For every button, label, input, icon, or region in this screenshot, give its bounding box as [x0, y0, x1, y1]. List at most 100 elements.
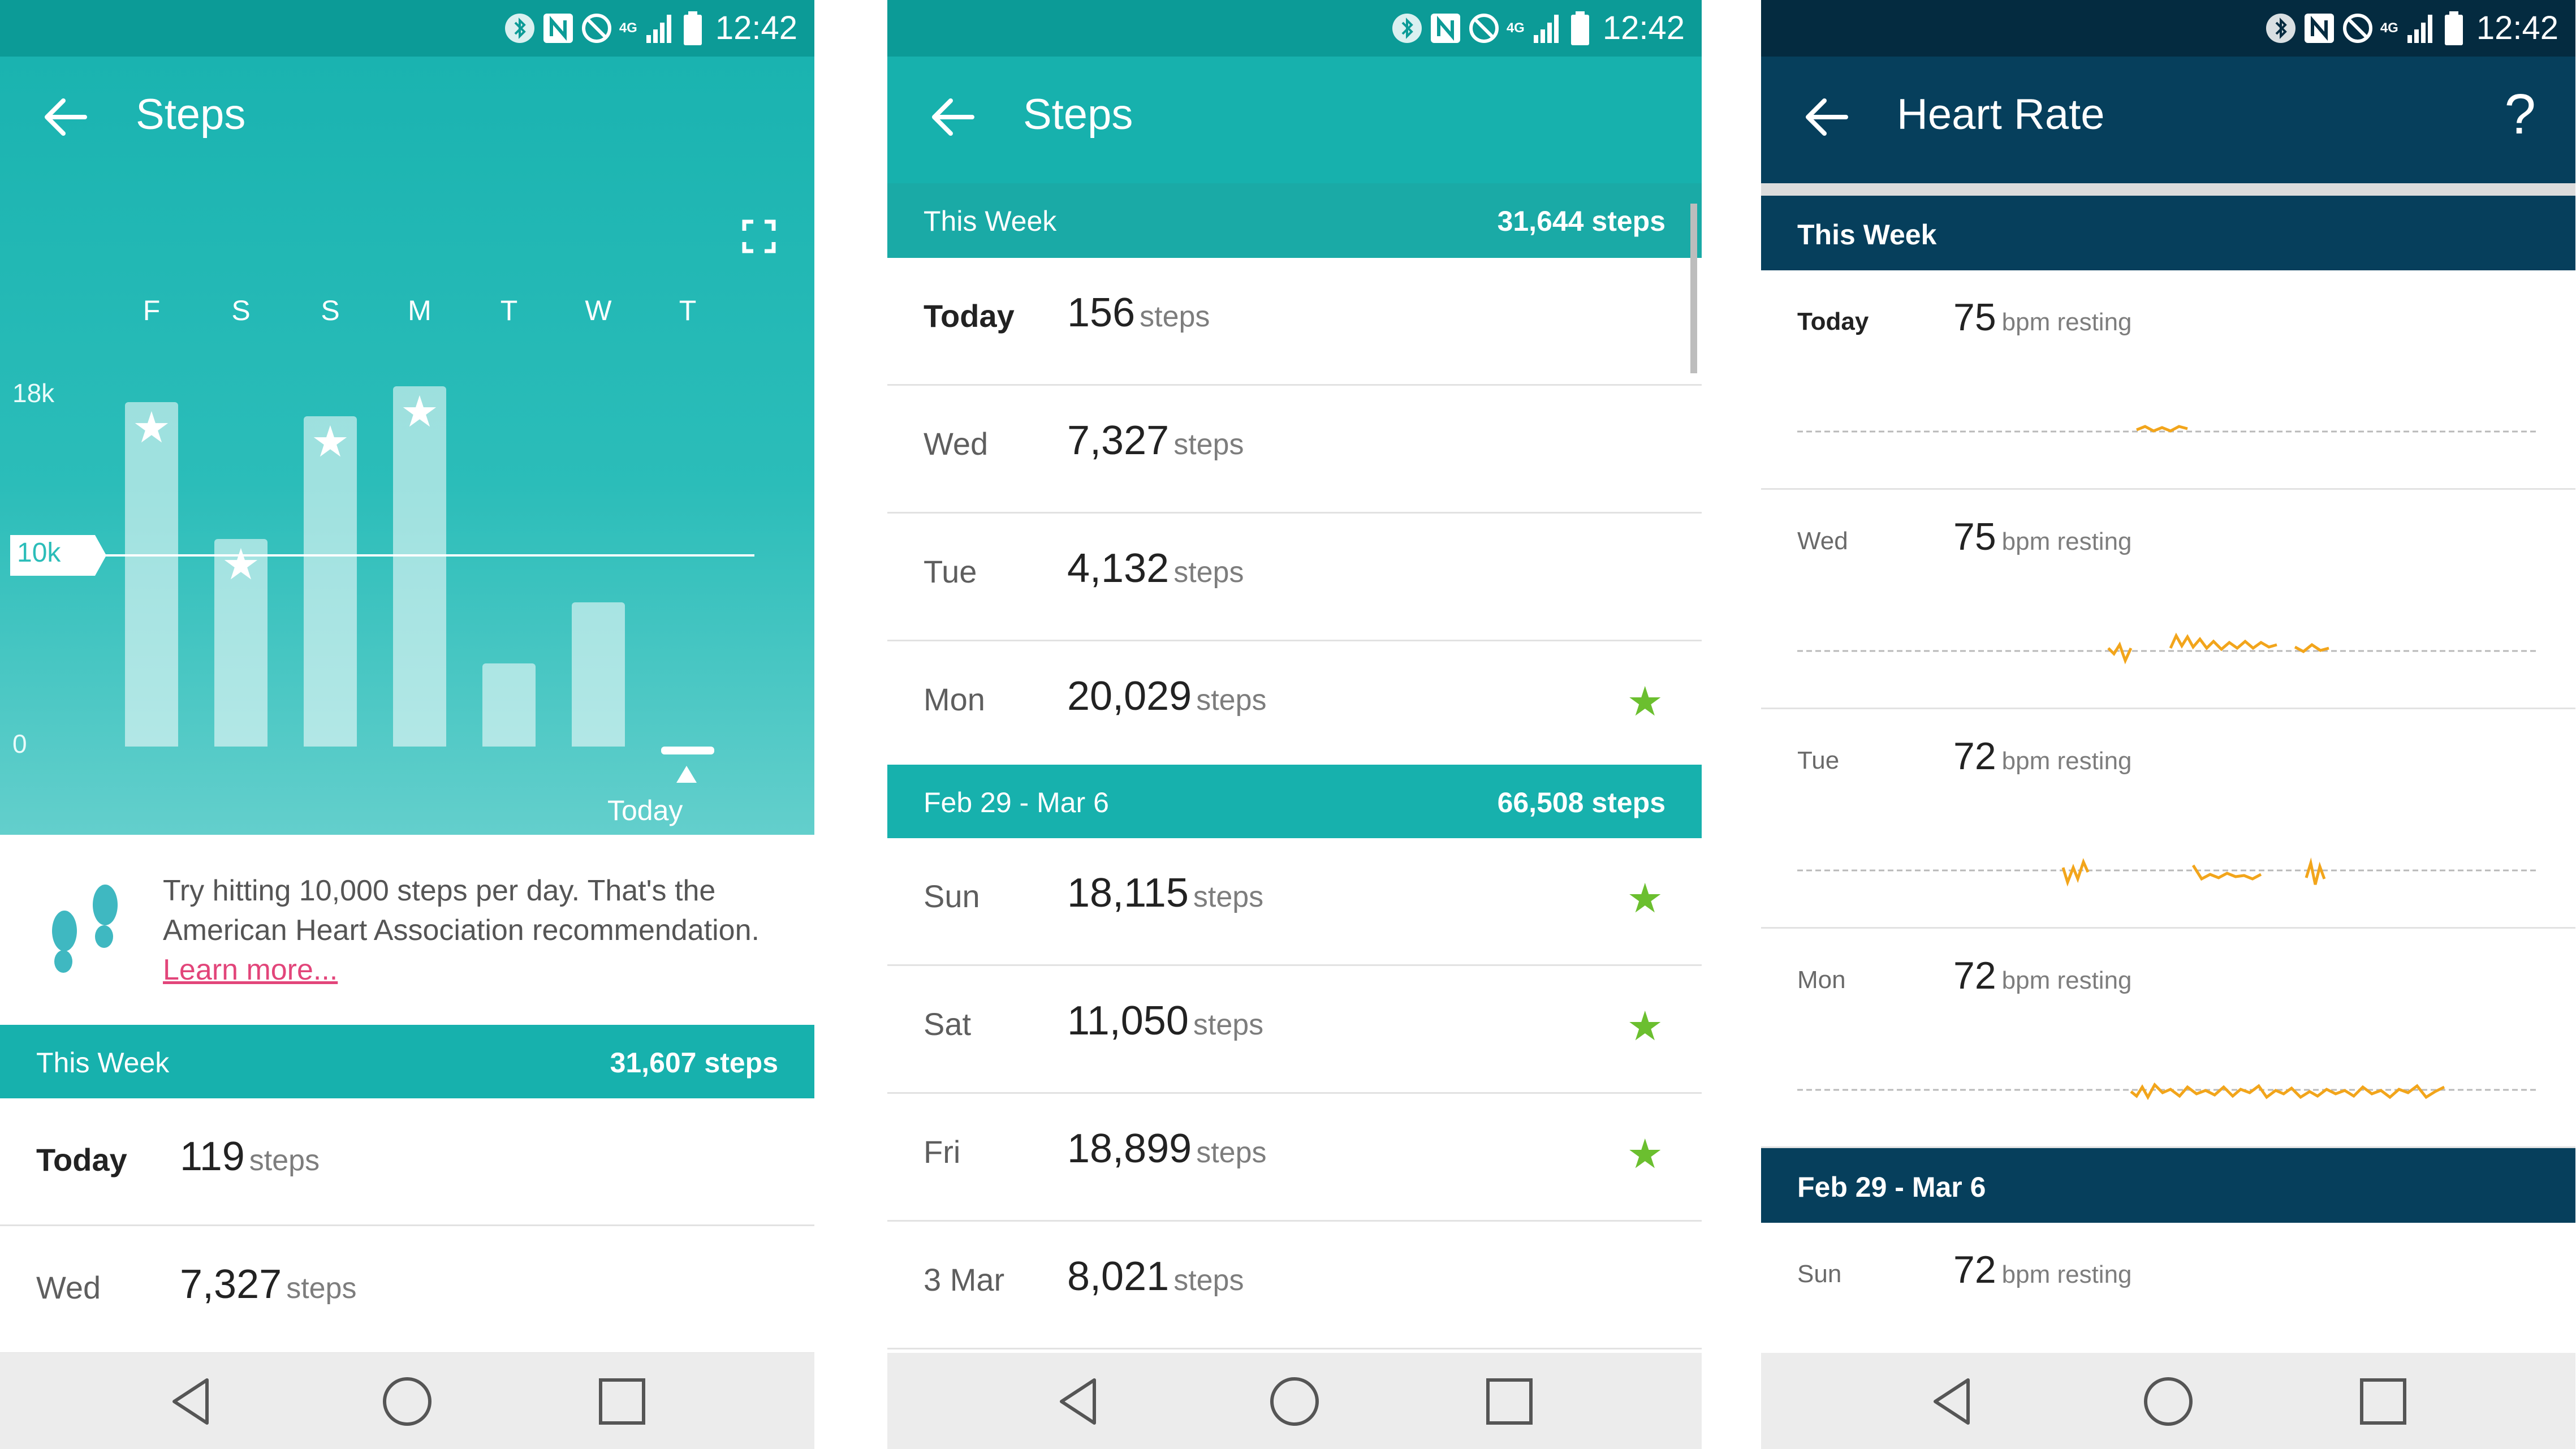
list-item[interactable]: Sat 11,050 steps ★ — [887, 966, 1702, 1094]
row-day: Mon — [1797, 966, 1846, 994]
row-unit: bpm resting — [2001, 967, 2132, 994]
list-item[interactable]: Wed 7,327 steps — [0, 1226, 814, 1354]
list-item[interactable]: Tue 4,132 steps — [887, 514, 1702, 641]
list-item[interactable]: Wed 75 bpm resting — [1761, 490, 2575, 709]
chart-bar[interactable] — [482, 663, 536, 747]
mute-icon — [1469, 14, 1499, 43]
battery-icon — [2444, 11, 2463, 45]
nfc-icon — [1430, 14, 1460, 43]
goal-label: 10k — [17, 538, 61, 568]
recents-square-icon[interactable] — [2356, 1374, 2410, 1429]
row-value: 7,327 steps — [180, 1262, 357, 1307]
row-value: 8,021 steps — [1067, 1254, 1244, 1299]
network-type-label: 4G — [1506, 20, 1525, 36]
row-value: 4,132 steps — [1067, 546, 1244, 591]
home-circle-icon[interactable] — [380, 1374, 434, 1429]
divider — [1761, 183, 2575, 196]
row-unit: steps — [1140, 300, 1210, 333]
week-header: This Week — [1761, 196, 2575, 270]
recents-square-icon[interactable] — [1482, 1374, 1537, 1429]
row-day: Wed — [924, 426, 989, 462]
goal-star-icon: ★ — [1626, 679, 1663, 724]
nfc-icon — [2304, 14, 2334, 43]
goal-tip: Try hitting 10,000 steps per day. That's… — [0, 835, 814, 1025]
row-value: 119 steps — [180, 1134, 320, 1179]
back-arrow-icon[interactable] — [40, 92, 90, 143]
back-triangle-icon[interactable] — [1925, 1374, 1979, 1429]
back-triangle-icon[interactable] — [1051, 1374, 1106, 1429]
row-unit: bpm resting — [2001, 747, 2132, 775]
chart-bar[interactable] — [661, 747, 714, 754]
row-unit: bpm resting — [2001, 528, 2132, 555]
help-icon[interactable]: ? — [2504, 83, 2536, 146]
list-item[interactable]: Fri 18,899 steps ★ — [887, 1094, 1702, 1222]
system-nav-bar — [1761, 1353, 2575, 1449]
chart-bar[interactable] — [572, 602, 625, 747]
home-circle-icon[interactable] — [2141, 1374, 2195, 1429]
row-day: Tue — [924, 554, 977, 589]
home-circle-icon[interactable] — [1267, 1374, 1322, 1429]
list-item[interactable]: Today 119 steps — [0, 1098, 814, 1226]
row-unit: steps — [1196, 684, 1267, 717]
list-item[interactable]: Mon 20,029 steps ★ — [887, 641, 1702, 769]
clock: 12:42 — [2476, 10, 2558, 46]
chart-bar[interactable] — [214, 538, 267, 747]
row-unit: steps — [1173, 1264, 1244, 1297]
list-item[interactable]: Sun 18,115 steps ★ — [887, 838, 1702, 966]
x-tick-label: W — [585, 295, 612, 326]
list-item[interactable]: Mon 72 bpm resting — [1761, 929, 2575, 1148]
row-day: Today — [924, 298, 1015, 334]
recents-square-icon[interactable] — [595, 1374, 649, 1429]
week-header-label: This Week — [1797, 219, 1937, 251]
row-value: 20,029 steps — [1067, 674, 1267, 719]
chart-bar[interactable] — [125, 402, 178, 747]
expand-icon[interactable] — [742, 219, 776, 253]
week-header-label: Feb 29 - Mar 6 — [1797, 1171, 1986, 1203]
back-arrow-icon[interactable] — [927, 92, 978, 143]
goal-star-icon: ★ — [1626, 1004, 1663, 1049]
page-title: Heart Rate — [1897, 90, 2105, 139]
signal-icon — [1533, 15, 1559, 43]
list-item[interactable]: Today 75 bpm resting — [1761, 270, 2575, 490]
app-toolbar: Steps — [0, 57, 814, 183]
list-item[interactable]: 3 Mar 8,021 steps — [887, 1222, 1702, 1349]
row-unit: steps — [249, 1144, 320, 1177]
status-bar: 4G 12:42 — [887, 0, 1702, 57]
row-day: Fri — [924, 1134, 961, 1170]
scrollbar[interactable] — [1690, 204, 1697, 373]
chart-bar[interactable] — [304, 416, 357, 747]
row-unit: bpm resting — [2001, 308, 2132, 336]
page-title: Steps — [1023, 90, 1133, 139]
row-day: Sat — [924, 1006, 972, 1042]
current-day-pointer-icon — [676, 766, 697, 783]
row-value: 11,050 steps — [1067, 998, 1264, 1043]
row-value: 72 bpm resting — [1953, 954, 2132, 997]
learn-more-link[interactable]: Learn more... — [163, 954, 338, 986]
system-nav-bar — [0, 1353, 814, 1449]
row-day: Sun — [924, 878, 980, 914]
steps-chart-screen: 4G 12:42 Steps F ★ S ★ S ★ M ★ T W T 18k 0 10k Tod… — [0, 0, 814, 1449]
clock: 12:42 — [1602, 10, 1685, 46]
list-item[interactable]: Tue 72 bpm resting — [1761, 709, 2575, 929]
system-nav-bar — [887, 1353, 1702, 1449]
list-item[interactable]: Wed 7,327 steps — [887, 386, 1702, 514]
row-value: 156 steps — [1067, 290, 1210, 335]
list-item[interactable]: Today 156 steps — [887, 258, 1702, 386]
row-value: 18,899 steps — [1067, 1126, 1267, 1171]
goal-star-icon: ★ — [400, 388, 439, 436]
row-day: 3 Mar — [924, 1262, 1005, 1297]
row-day: Sun — [1797, 1260, 1842, 1288]
heart-rate-sparkline — [1797, 425, 2539, 433]
back-triangle-icon[interactable] — [164, 1374, 218, 1429]
chart-bar[interactable] — [393, 386, 446, 747]
back-arrow-icon[interactable] — [1801, 92, 1852, 143]
signal-icon — [646, 15, 671, 43]
signal-icon — [2407, 15, 2432, 43]
clock: 12:42 — [715, 10, 797, 46]
goal-star-icon: ★ — [310, 417, 350, 466]
footprints-icon — [52, 885, 118, 973]
tip-text-block: Try hitting 10,000 steps per day. That's… — [163, 871, 785, 990]
row-unit: steps — [1193, 1008, 1264, 1041]
goal-star-icon: ★ — [1626, 876, 1663, 921]
row-day: Wed — [1797, 527, 1848, 555]
